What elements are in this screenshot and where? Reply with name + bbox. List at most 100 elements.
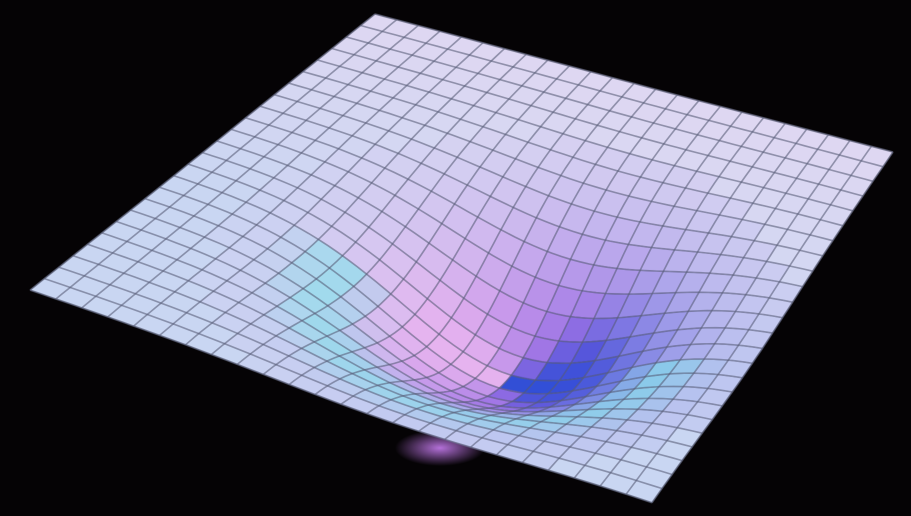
grid-line-v [159, 186, 743, 395]
grid-cell [364, 367, 402, 383]
grid-cell [652, 411, 688, 428]
grid-cell [378, 399, 417, 415]
grid-cell [470, 437, 508, 455]
grid-cell [799, 234, 833, 256]
grid-cell [817, 134, 850, 155]
grid-line-v [274, 93, 823, 257]
grid-cell [226, 270, 266, 293]
grid-cell [259, 177, 298, 201]
grid-cell [787, 214, 821, 235]
grid-cell [549, 396, 586, 408]
grid-cell [571, 340, 607, 364]
grid-cell [390, 279, 428, 315]
grid-cell [252, 283, 291, 307]
grid-cell [341, 396, 379, 414]
surface-grid-lines [29, 13, 894, 504]
grid-cell [342, 242, 380, 275]
grid-cell [283, 187, 322, 213]
grid-cell [463, 378, 500, 397]
grid-cell [392, 414, 431, 432]
grid-cell [596, 367, 632, 387]
grid-cell [352, 347, 390, 368]
grid-cell [785, 143, 818, 164]
grid-cell [637, 398, 673, 412]
grid-cell [238, 292, 277, 315]
grid-line-v [216, 140, 783, 320]
grid-cell [302, 313, 340, 337]
grid-cell [774, 157, 808, 179]
grid-line-v [360, 24, 884, 168]
grid-cell [764, 208, 798, 230]
grid-cell [536, 390, 573, 403]
grid-cell [232, 202, 271, 225]
grid-cell [861, 146, 893, 167]
grid-cell [756, 261, 790, 282]
grid-cell [314, 336, 352, 356]
grid-cell [403, 261, 440, 299]
grid-line-v [58, 266, 673, 476]
grid-cell [276, 355, 315, 376]
grid-cell [766, 245, 800, 266]
grid-cell [303, 278, 341, 306]
grid-cell [444, 430, 482, 448]
grid-cell [327, 378, 366, 397]
grid-cell [222, 180, 260, 203]
grid-cell [291, 251, 330, 279]
grid-cell [416, 405, 454, 417]
grid-cell [229, 236, 268, 260]
grid-cell [278, 262, 317, 289]
grid-cell [107, 305, 148, 327]
grid-cell [30, 278, 71, 299]
grid-cell [246, 190, 284, 213]
grid-cell [389, 361, 427, 380]
grid-cell [490, 176, 526, 208]
grid-cell [439, 317, 476, 352]
grid-cell [789, 250, 823, 272]
grid-cell [779, 266, 813, 287]
grid-cell [297, 174, 335, 200]
grid-cell [718, 360, 753, 378]
grid-line-v [101, 232, 703, 434]
grid-cell [818, 169, 851, 190]
grid-cell [610, 376, 646, 393]
grid-cell [327, 330, 365, 352]
grid-cell [237, 323, 277, 345]
grid-cell [123, 261, 164, 283]
grid-cell [401, 355, 439, 378]
grid-cell [364, 342, 402, 365]
grid-cell [55, 287, 96, 308]
grid-line-v [317, 59, 854, 212]
grid-cell [58, 255, 99, 276]
grid-line-v [130, 209, 723, 409]
grid-cell [820, 204, 853, 226]
grid-cell [200, 291, 239, 313]
grid-line-v [374, 13, 894, 153]
grid-cell [95, 284, 136, 306]
grid-cell [810, 219, 843, 241]
grid-cell [475, 365, 512, 389]
grid-cell [331, 212, 369, 243]
grid-cell [353, 389, 391, 406]
grid-cell [311, 161, 349, 186]
grid-cell [754, 224, 788, 246]
grid-cell [743, 240, 777, 262]
grid-cell [499, 266, 536, 303]
grid-cell [173, 312, 213, 334]
grid-cell [147, 303, 187, 324]
grid-cell [428, 403, 466, 413]
grid-line-v [202, 151, 773, 343]
grid-cell [475, 396, 513, 407]
grid-cell [377, 364, 415, 382]
grid-cell [414, 346, 451, 373]
grid-cell [340, 286, 378, 317]
grid-cell [377, 382, 415, 396]
grid-cell [155, 207, 194, 228]
grid-cell [594, 336, 630, 361]
grid-line-v [288, 82, 834, 242]
grid-cell [201, 258, 241, 281]
grid-cell [563, 401, 599, 411]
grid-cell [389, 381, 428, 394]
grid-cell [352, 369, 390, 386]
grid-cell [738, 329, 773, 349]
